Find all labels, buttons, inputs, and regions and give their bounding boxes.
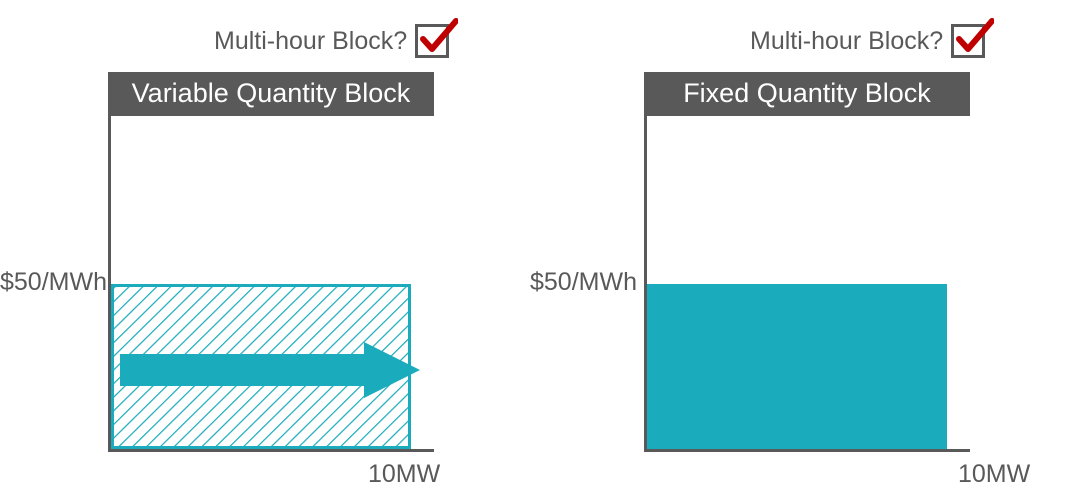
panel-variable: Multi-hour Block? Variable Quantity Bloc… xyxy=(0,0,536,500)
title-text-variable: Variable Quantity Block xyxy=(132,78,411,108)
checkbox-fixed[interactable] xyxy=(951,24,985,58)
checkbox-variable[interactable] xyxy=(415,24,449,58)
arrow-icon xyxy=(120,342,420,398)
bar-fixed xyxy=(647,284,947,449)
diagram-root: Multi-hour Block? Variable Quantity Bloc… xyxy=(0,0,1072,500)
title-bar-variable: Variable Quantity Block xyxy=(108,72,434,116)
y-label-fixed: $50/MWh xyxy=(530,268,636,297)
title-bar-fixed: Fixed Quantity Block xyxy=(644,72,970,116)
title-text-fixed: Fixed Quantity Block xyxy=(683,78,931,108)
checkmark-icon xyxy=(418,17,458,57)
question-text-variable: Multi-hour Block? xyxy=(214,27,407,56)
y-label-variable: $50/MWh xyxy=(0,268,100,297)
x-label-fixed: 10MW xyxy=(958,460,1030,489)
checkmark-icon xyxy=(954,17,994,57)
question-text-fixed: Multi-hour Block? xyxy=(750,27,943,56)
panel-fixed: Multi-hour Block? Fixed Quantity Block $… xyxy=(536,0,1072,500)
question-row-fixed: Multi-hour Block? xyxy=(750,24,985,58)
x-axis-fixed xyxy=(644,449,970,452)
x-label-variable: 10MW xyxy=(368,460,440,489)
question-row-variable: Multi-hour Block? xyxy=(214,24,449,58)
